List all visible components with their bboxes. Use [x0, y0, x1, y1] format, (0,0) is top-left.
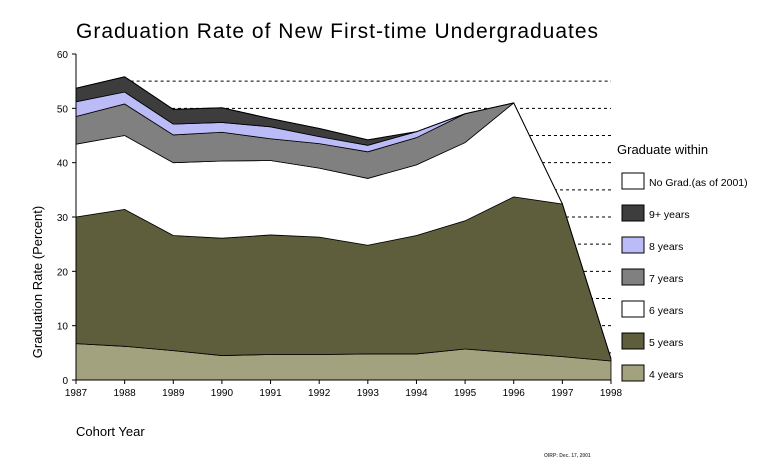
- y-tick-label: 0: [62, 376, 68, 387]
- source-note: OIRP: Dec. 17, 2001: [544, 453, 591, 459]
- x-tick-label: 1998: [600, 388, 623, 399]
- legend-label: 6 years: [649, 305, 683, 317]
- legend-swatch: [621, 364, 645, 382]
- y-axis-label: Graduation Rate (Percent): [30, 206, 45, 358]
- legend-swatch: [621, 300, 645, 318]
- legend-label: No Grad.(as of 2001): [649, 177, 748, 189]
- x-axis-label: Cohort Year: [76, 424, 145, 439]
- y-tick-label: 30: [57, 213, 69, 224]
- x-tick-label: 1996: [503, 388, 526, 399]
- legend-swatch: [621, 172, 645, 190]
- y-tick-label: 60: [57, 50, 69, 61]
- chart-title: Graduation Rate of New First-time Underg…: [76, 20, 599, 43]
- x-tick-label: 1993: [357, 388, 380, 399]
- x-tick-label: 1987: [65, 388, 88, 399]
- legend-swatch: [621, 236, 645, 254]
- y-tick-label: 20: [57, 267, 69, 278]
- x-tick-label: 1992: [308, 388, 331, 399]
- x-tick-label: 1991: [259, 388, 282, 399]
- x-tick-label: 1988: [114, 388, 137, 399]
- y-tick-label: 50: [57, 104, 69, 115]
- area-series: [75, 76, 612, 381]
- legend-label: 4 years: [649, 369, 683, 381]
- legend-label: 8 years: [649, 241, 683, 253]
- legend: No Grad.(as of 2001) 9+ years 8 years 7 yea…: [621, 172, 748, 382]
- x-tick-label: 1990: [211, 388, 234, 399]
- axes: 0 10 20 30 40 50 60 1987 1988 1989 1990 1991 1992 199…: [57, 50, 623, 399]
- legend-swatch: [621, 204, 645, 222]
- x-tick-label: 1997: [551, 388, 574, 399]
- gridlines: [76, 80, 611, 354]
- x-tick-label: 1994: [405, 388, 428, 399]
- legend-label: 9+ years: [649, 209, 690, 221]
- y-tick-label: 10: [57, 322, 69, 333]
- legend-swatch: [621, 268, 645, 286]
- x-tick-label: 1989: [162, 388, 185, 399]
- y-tick-label: 40: [57, 159, 69, 170]
- legend-label: 5 years: [649, 337, 683, 349]
- legend-title: Graduate within: [617, 142, 708, 157]
- top-envelope-line: [75, 76, 612, 359]
- x-tick-label: 1995: [454, 388, 477, 399]
- legend-label: 7 years: [649, 273, 683, 285]
- legend-swatch: [621, 332, 645, 350]
